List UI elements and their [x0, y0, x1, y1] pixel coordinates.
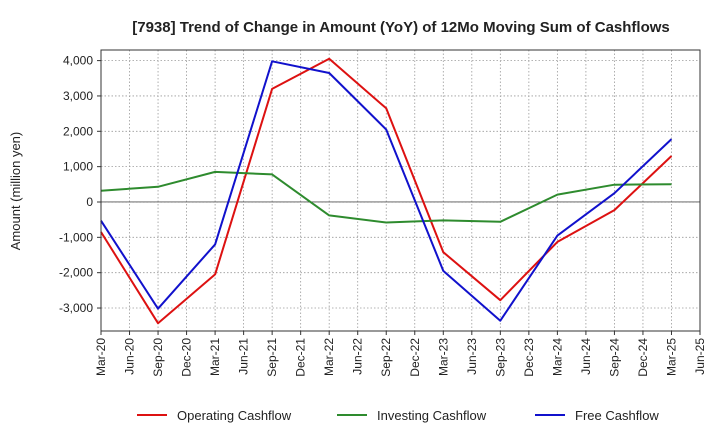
x-tick-label: Sep-22: [379, 338, 393, 377]
series-line-operating-cashflow: [100, 57, 673, 325]
x-tick-label: Mar-21: [208, 338, 222, 376]
x-tick-label: Jun-21: [237, 338, 251, 375]
x-tick-label: Dec-22: [408, 338, 422, 377]
y-tick-label: 1,000: [63, 160, 93, 174]
x-tick-label: Mar-25: [664, 338, 678, 376]
x-tick-label: Mar-20: [94, 338, 108, 376]
x-tick-label: Sep-20: [151, 338, 165, 377]
series-layer: [100, 57, 673, 325]
legend-label: Free Cashflow: [575, 408, 659, 423]
x-tick-label: Dec-23: [522, 338, 536, 377]
y-axis-label: Amount (million yen): [8, 132, 23, 251]
x-tick-label: Mar-23: [436, 338, 450, 376]
series-line-free-cashflow: [100, 60, 673, 322]
x-tick-label: Mar-24: [550, 338, 564, 376]
chart-title: [7938] Trend of Change in Amount (YoY) o…: [132, 19, 670, 36]
grid-lines: [100, 50, 701, 331]
y-tick-label: 2,000: [63, 124, 93, 138]
y-tick-label: 3,000: [63, 89, 93, 103]
y-tick-label: -3,000: [59, 301, 93, 315]
plot-area-frame: [100, 49, 701, 332]
y-tick-label: 0: [86, 195, 93, 209]
y-tick-label: 4,000: [63, 54, 93, 68]
x-tick-label: Jun-23: [465, 338, 479, 375]
x-tick-label: Jun-24: [579, 338, 593, 375]
x-tick-label: Sep-24: [607, 338, 621, 377]
x-axis-ticks: Mar-20 Jun-20 Sep-20 Dec-20 Mar-21 Jun-21 Sep-…: [94, 331, 707, 377]
y-tick-label: -2,000: [59, 266, 93, 280]
y-axis-ticks: 4,000 3,000 2,000 1,000 0 -1,000 -2,000 -3,000: [59, 54, 101, 315]
legend-label: Operating Cashflow: [177, 408, 292, 423]
x-tick-label: Jun-22: [351, 338, 365, 375]
x-tick-label: Jun-25: [693, 338, 707, 375]
x-tick-label: Sep-21: [265, 338, 279, 377]
x-tick-label: Jun-20: [123, 338, 137, 375]
legend-label: Investing Cashflow: [377, 408, 487, 423]
x-tick-label: Dec-24: [636, 338, 650, 377]
y-tick-label: -1,000: [59, 230, 93, 244]
x-tick-label: Sep-23: [493, 338, 507, 377]
x-tick-label: Mar-22: [322, 338, 336, 376]
x-tick-label: Dec-20: [180, 338, 194, 377]
legend: Operating Cashflow Investing Cashflow Free…: [137, 408, 659, 423]
series-line-investing-cashflow: [100, 170, 672, 224]
x-tick-label: Dec-21: [294, 338, 308, 377]
